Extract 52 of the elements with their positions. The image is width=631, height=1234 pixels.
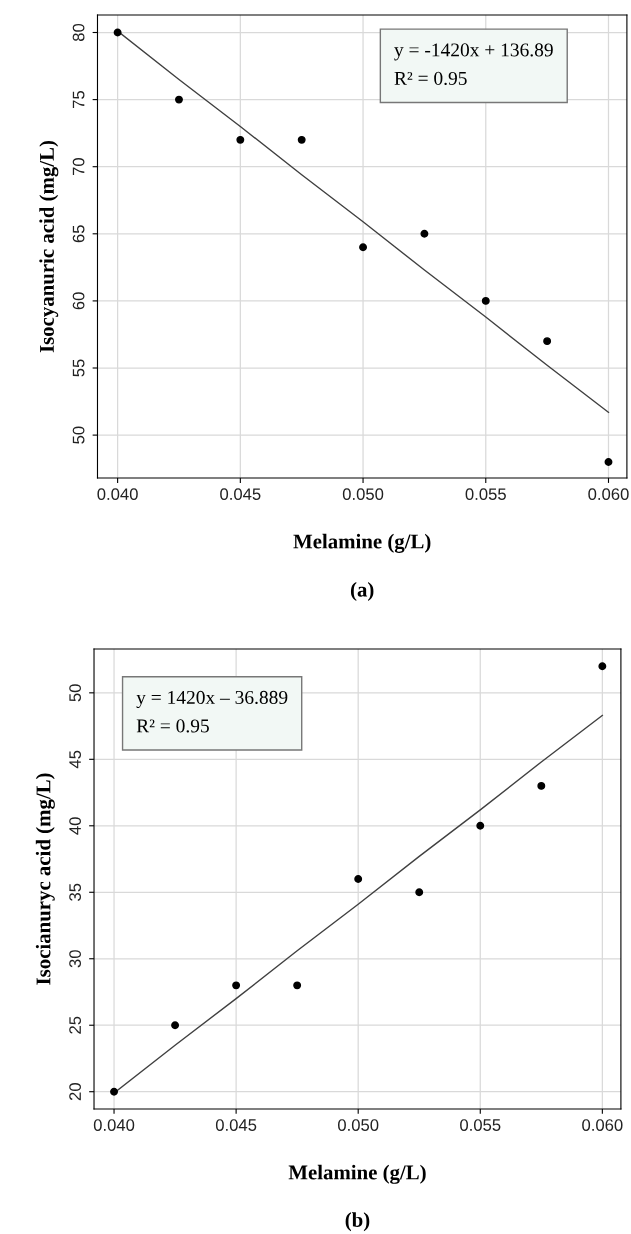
y-tick-label: 60: [72, 292, 85, 310]
annotation: y = -1420x + 136.89: [394, 43, 553, 61]
x-tick-label: 0.040: [93, 1119, 135, 1131]
text: (b): [345, 1212, 370, 1232]
annotation: R² = 0.95: [394, 71, 467, 86]
point: [232, 981, 241, 990]
x-tick-label: 0.040: [97, 488, 138, 501]
x-tick-label: 0.060: [588, 488, 629, 501]
point: [175, 95, 183, 104]
y-tick-label: 25: [69, 1016, 81, 1034]
point: [481, 296, 490, 305]
x-tick-label: 0.055: [465, 488, 506, 501]
y-tick-label: 35: [69, 883, 81, 901]
x-tick-label: 0.045: [220, 488, 261, 501]
y-tick-label: 50: [69, 684, 81, 702]
y-tick-label: 40: [69, 817, 81, 835]
point: [415, 888, 424, 897]
x-axis-title: Melamine (g/L): [293, 533, 431, 553]
point: [297, 135, 306, 144]
y-tick-label: 80: [72, 23, 85, 42]
y-tick-label: 30: [69, 950, 81, 968]
point: [293, 981, 302, 990]
x-tick-label: 0.060: [582, 1119, 623, 1131]
x-axis-title: Melamine (g/L): [288, 1164, 426, 1184]
point: [359, 243, 368, 252]
annotation: y = 1420x – 36.889: [136, 690, 288, 708]
point: [598, 662, 607, 671]
point: [354, 875, 363, 883]
annotation: R² = 0.95: [136, 719, 209, 733]
x-tick-label: 0.055: [460, 1119, 501, 1131]
point: [110, 1087, 118, 1096]
point: [236, 135, 245, 144]
x-tick-label: 0.050: [342, 488, 384, 501]
point: [476, 821, 485, 830]
x-tick-label: 0.045: [215, 1119, 257, 1131]
y-tick-label: 65: [72, 225, 85, 243]
point: [420, 229, 429, 238]
point: [113, 28, 122, 37]
y-tick-label: 70: [72, 158, 85, 176]
y-tick-label: 20: [69, 1083, 81, 1101]
point: [537, 781, 546, 790]
y-tick-label: 50: [72, 426, 85, 444]
point: [604, 457, 613, 466]
point: [543, 337, 552, 346]
y-tick-label: 75: [72, 91, 85, 109]
point: [171, 1021, 180, 1030]
y-axis-title: Isocianuryc acid (mg/L): [35, 773, 55, 985]
y-tick-label: 55: [72, 359, 85, 377]
y-axis-title: Isocyanuric acid (mg/L): [39, 140, 59, 353]
y-tick-label: 45: [69, 750, 81, 769]
x-tick-label: 0.050: [337, 1119, 379, 1131]
text: (a): [350, 582, 374, 601]
